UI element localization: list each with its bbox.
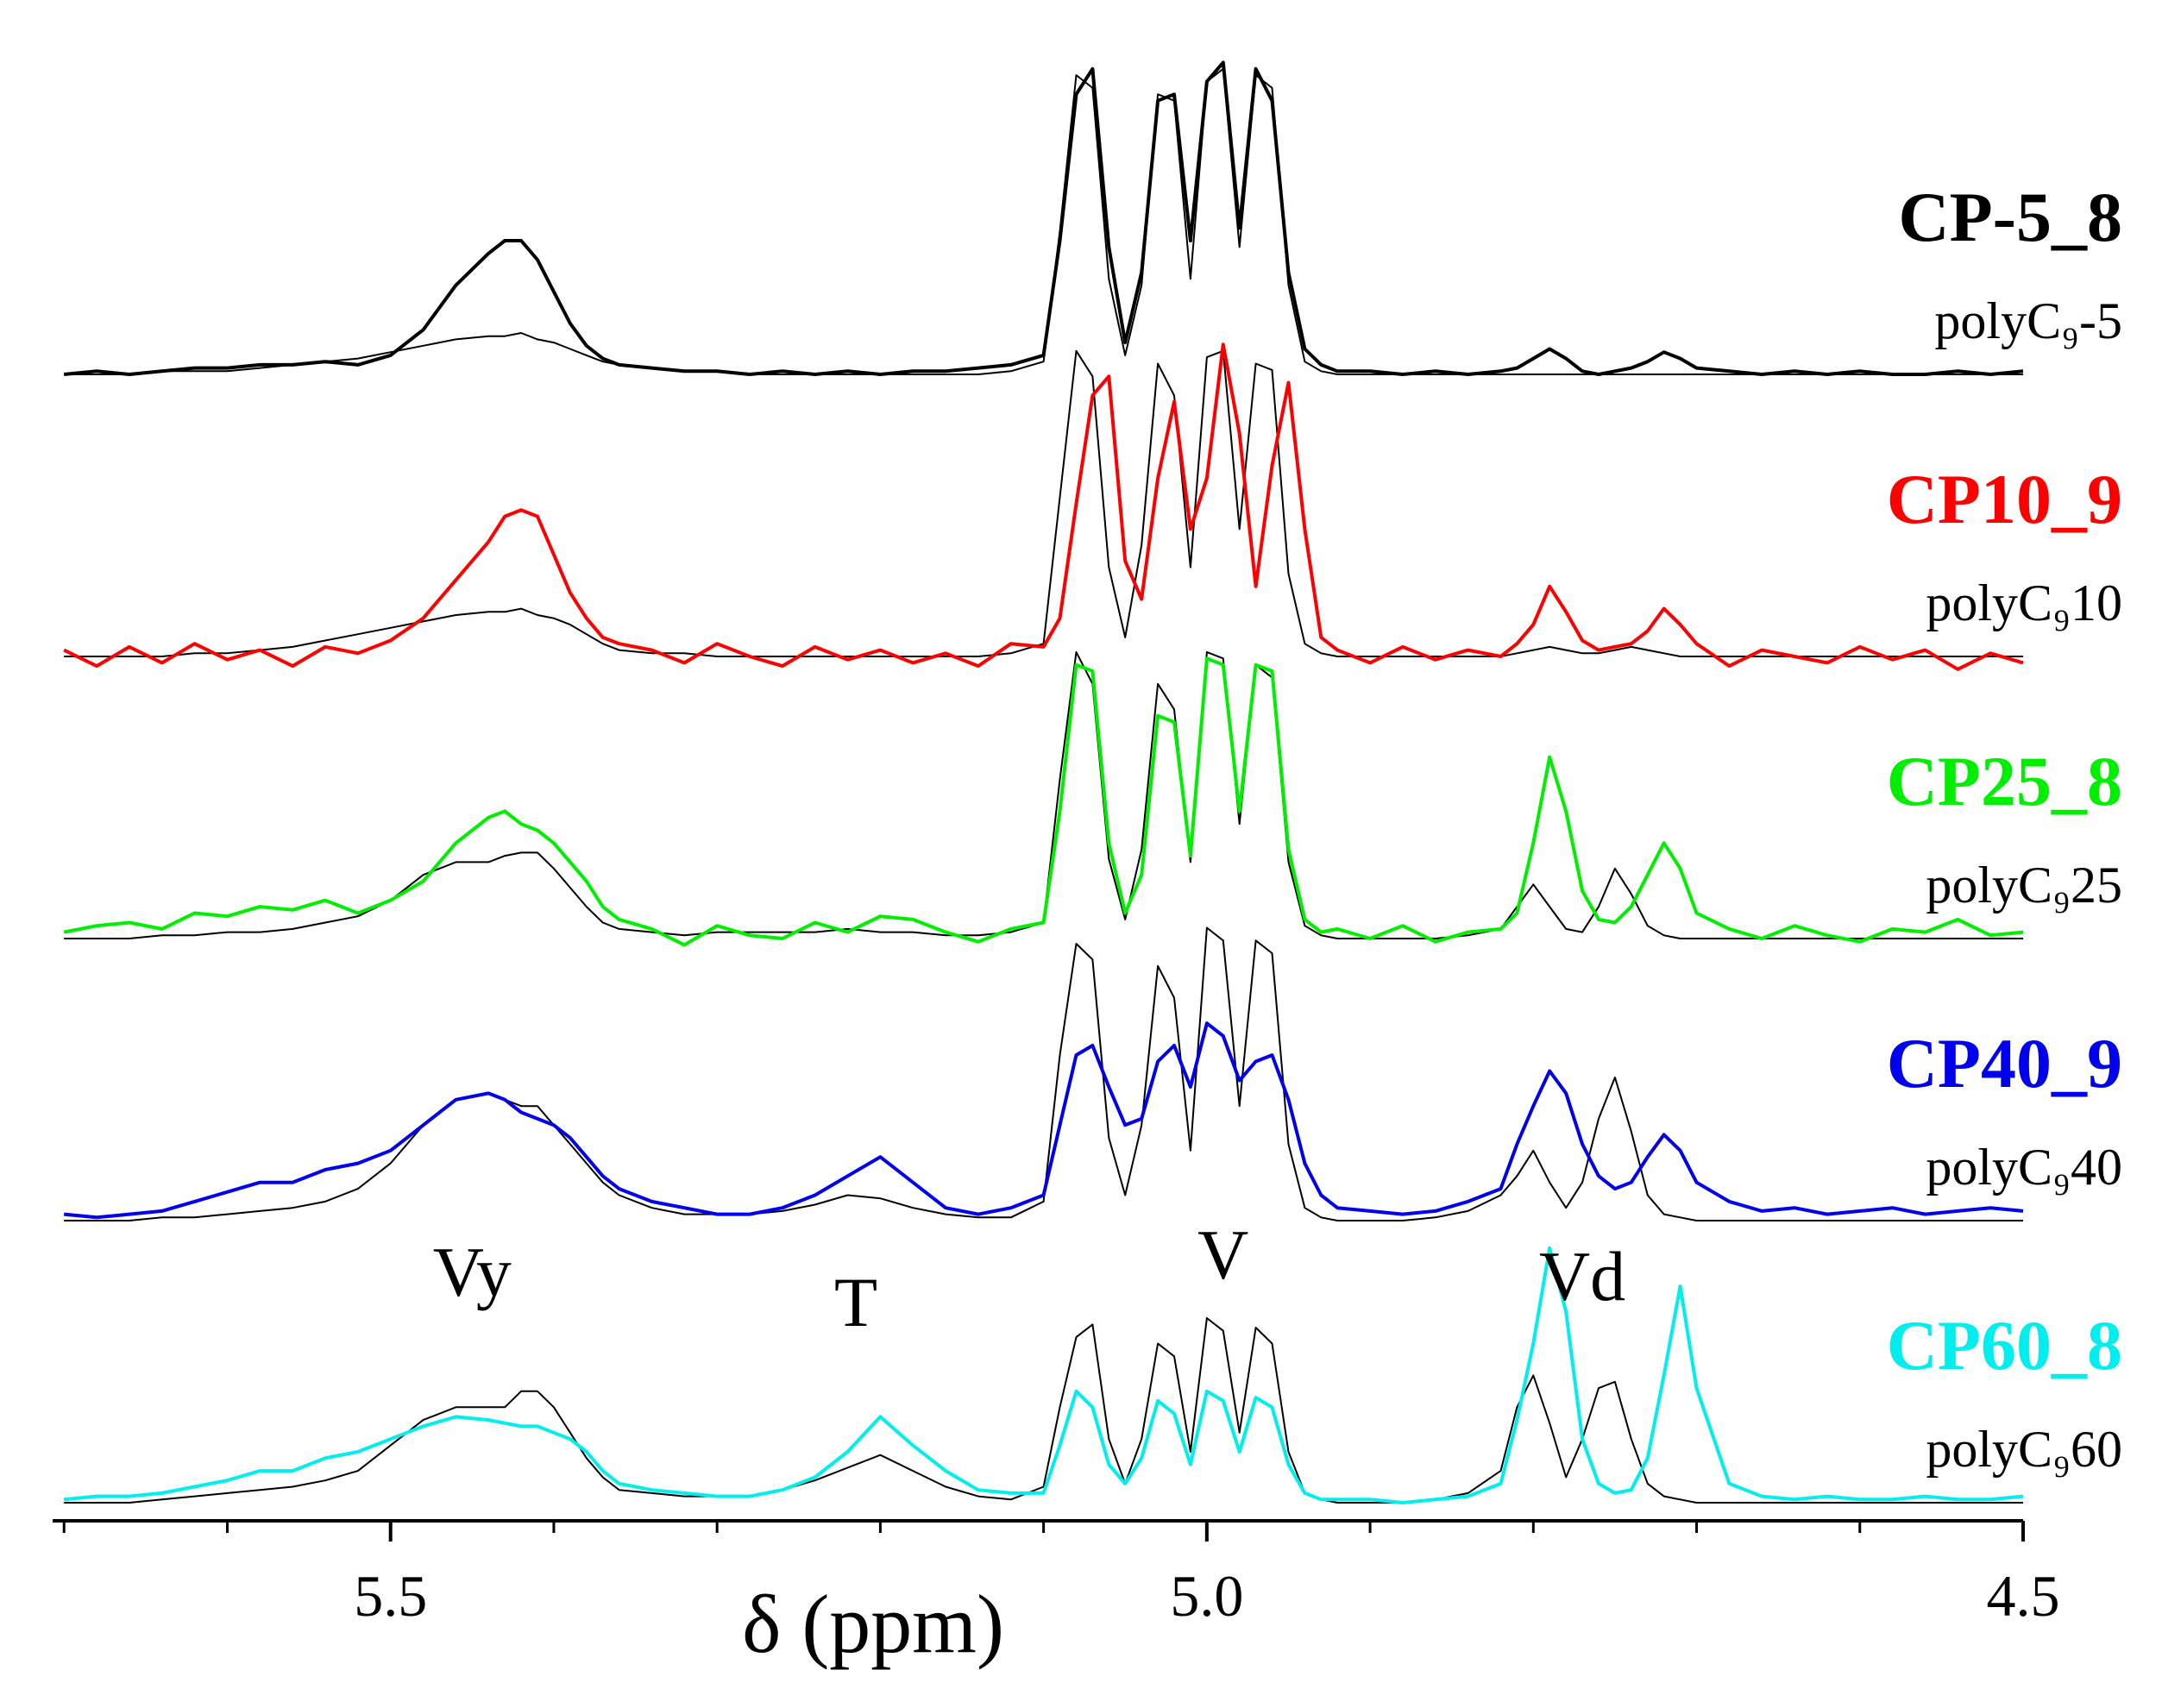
measured-spectrum [64,1021,2024,1220]
model-label: polyC₉25 [1926,857,2122,914]
measured-spectrum [63,342,2024,671]
x-tick-label: 4.5 [1987,1563,2060,1629]
x-axis-label: δ (ppm) [742,1578,1004,1670]
model-label: polyC₉40 [1926,1139,2122,1196]
simulated-spectrum [64,650,2023,939]
simulated-spectrum [64,1317,2023,1504]
sample-label: CP-5_8 [1898,178,2122,256]
peak-annotation: V [1197,1215,1248,1294]
sample-label: CP40_9 [1887,1024,2122,1102]
x-tick-label: 5.0 [1170,1563,1243,1629]
model-label: polyC₉60 [1926,1421,2122,1478]
measured-spectrum [64,1246,2024,1504]
sample-label: CP10_9 [1887,460,2122,538]
simulated-spectrum [64,349,2023,657]
peak-annotation: Vd [1539,1237,1625,1316]
sample-label: CP60_8 [1887,1306,2122,1385]
peak-annotation: T [834,1263,877,1341]
measured-spectrum [64,60,2024,376]
simulated-spectrum [64,926,2023,1221]
measured-spectrum [63,656,2024,947]
model-label: polyC₉-5 [1934,292,2122,349]
peak-annotation: Vy [433,1233,512,1311]
sample-label: CP25_8 [1887,742,2122,820]
x-tick-label: 5.5 [354,1563,427,1629]
model-label: polyC₉10 [1926,575,2122,631]
simulated-spectrum [64,67,2023,375]
